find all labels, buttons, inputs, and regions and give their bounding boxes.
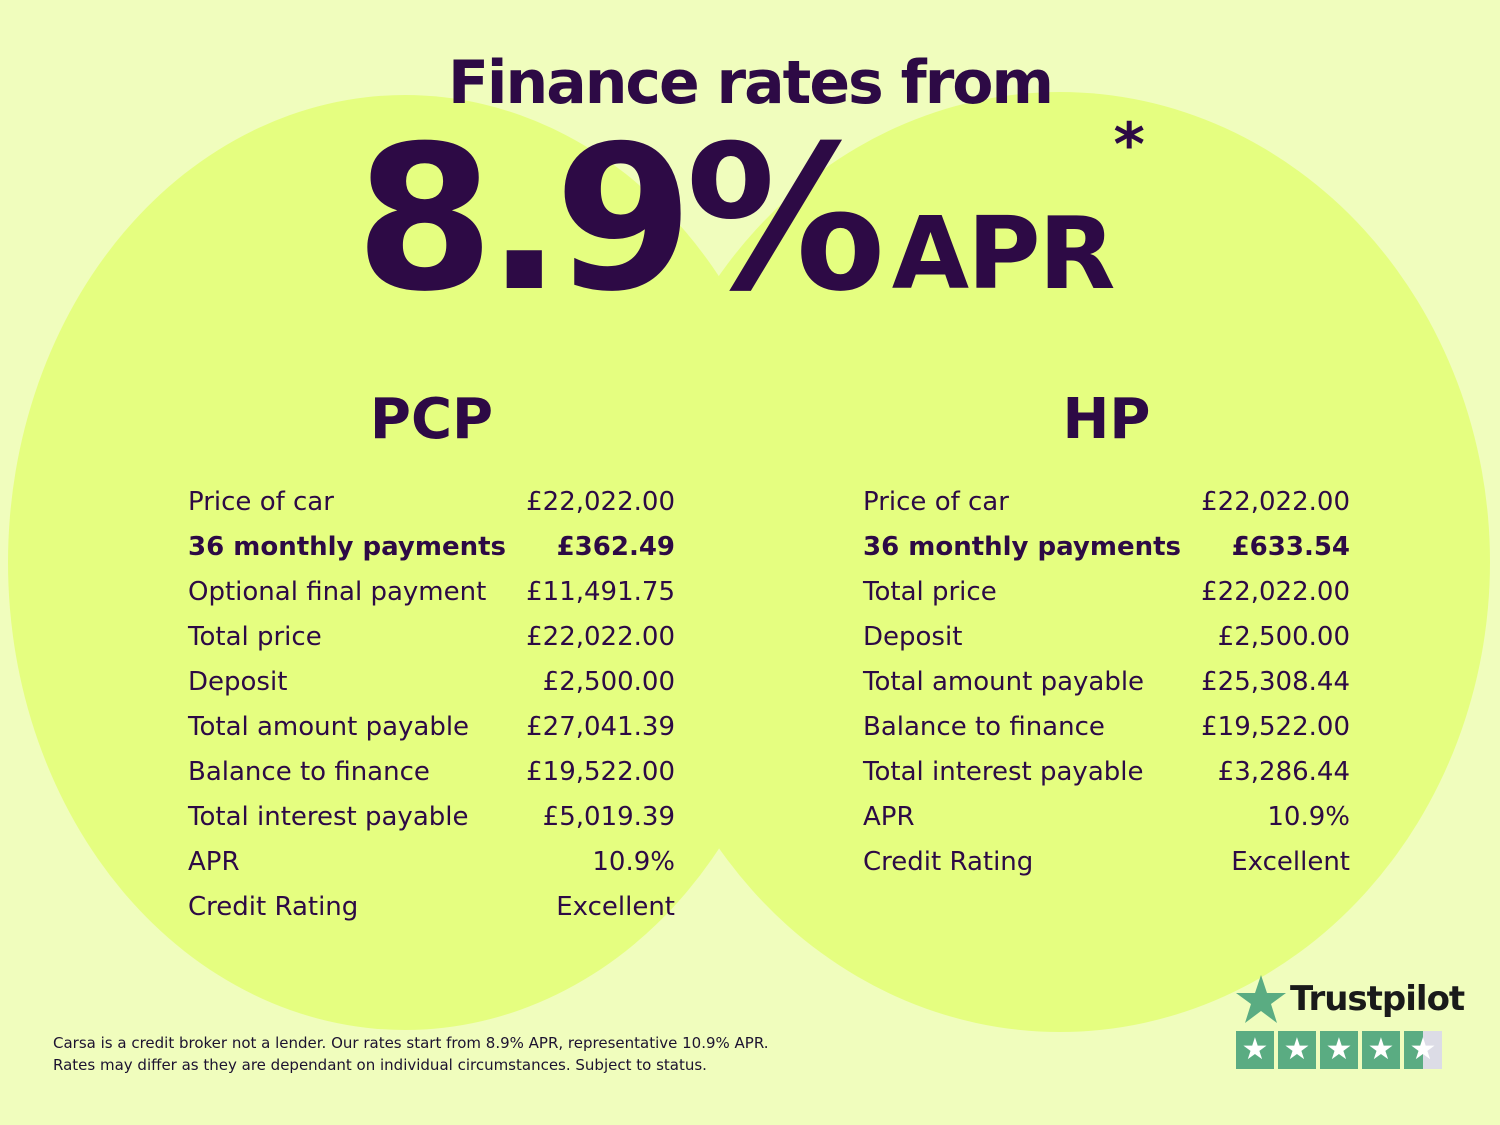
disclaimer: Carsa is a credit broker not a lender. O…	[53, 1032, 769, 1076]
hp-row: Balance to finance £19,522.00	[863, 705, 1350, 750]
hp-row: Total amount payable £25,308.44	[863, 660, 1350, 705]
rating-star-icon: ★	[1404, 1031, 1442, 1069]
row-label: Balance to finance	[863, 712, 1105, 742]
row-value: £2,500.00	[542, 667, 675, 697]
row-value: Excellent	[1231, 847, 1350, 877]
row-value: £22,022.00	[526, 622, 675, 652]
rating-star-icon: ★	[1278, 1031, 1316, 1069]
row-label: Optional final payment	[188, 577, 487, 607]
row-value: 10.9%	[1267, 802, 1350, 832]
headline-title: Finance rates from	[447, 48, 1054, 118]
headline-rate: 8.9% APR*	[0, 110, 1500, 320]
rate-apr: APR	[891, 195, 1116, 312]
row-value: £27,041.39	[526, 712, 675, 742]
pcp-row: Deposit £2,500.00	[188, 660, 675, 705]
rate-value: 8.9%	[355, 103, 886, 336]
row-label: Price of car	[188, 487, 334, 517]
pcp-row: Total interest payable £5,019.39	[188, 795, 675, 840]
hp-rows: Price of car £22,022.00 36 monthly payment…	[863, 480, 1350, 885]
row-label: Price of car	[863, 487, 1009, 517]
row-label: Total amount payable	[188, 712, 470, 742]
hp-heading: HP	[1062, 387, 1151, 452]
trustpilot-badge[interactable]: Trustpilot ★ ★ ★ ★ ★	[1236, 975, 1465, 1069]
pcp-table: PCP Price of car £22,022.00 36 monthly pay…	[188, 390, 675, 930]
hp-row: Total interest payable £3,286.44	[863, 750, 1350, 795]
background-circle-right	[630, 92, 1490, 1032]
pcp-heading: PCP	[369, 387, 494, 452]
hp-row: APR 10.9%	[863, 795, 1350, 840]
row-label: Credit Rating	[863, 847, 1034, 877]
row-value: £22,022.00	[1201, 577, 1350, 607]
hp-row: Credit Rating Excellent	[863, 840, 1350, 885]
row-value: £25,308.44	[1201, 667, 1350, 697]
rate-asterisk: *	[1113, 110, 1145, 180]
row-label: Total interest payable	[188, 802, 469, 832]
row-value: £19,522.00	[1201, 712, 1350, 742]
pcp-row: Optional final payment £11,491.75	[188, 570, 675, 615]
row-label: APR	[188, 847, 240, 877]
row-value: £2,500.00	[1217, 622, 1350, 652]
row-label: Total amount payable	[863, 667, 1145, 697]
row-label: Deposit	[863, 622, 963, 652]
row-label: Total interest payable	[863, 757, 1144, 787]
pcp-row: Total price £22,022.00	[188, 615, 675, 660]
rating-star-icon: ★	[1320, 1031, 1358, 1069]
trustpilot-name: Trustpilot	[1290, 979, 1465, 1019]
trustpilot-rating: ★ ★ ★ ★ ★	[1236, 1031, 1464, 1069]
hp-row: Total price £22,022.00	[863, 570, 1350, 615]
trustpilot-star-icon	[1236, 975, 1286, 1023]
row-label: APR	[863, 802, 915, 832]
hp-row: 36 monthly payments £633.54	[863, 525, 1350, 570]
row-label: 36 monthly payments	[863, 532, 1181, 562]
hp-table: HP Price of car £22,022.00 36 monthly paym…	[863, 390, 1350, 885]
row-value: £22,022.00	[526, 487, 675, 517]
row-value: £11,491.75	[526, 577, 675, 607]
row-value: £22,022.00	[1201, 487, 1350, 517]
rating-star-icon: ★	[1362, 1031, 1400, 1069]
disclaimer-line-2: Rates may differ as they are dependant o…	[53, 1056, 707, 1074]
pcp-row: Total amount payable £27,041.39	[188, 705, 675, 750]
pcp-row: APR 10.9%	[188, 840, 675, 885]
trustpilot-logo: Trustpilot	[1236, 975, 1465, 1023]
row-label: Total price	[188, 622, 322, 652]
row-label: Total price	[863, 577, 997, 607]
rating-star-icon: ★	[1236, 1031, 1274, 1069]
row-value: £5,019.39	[542, 802, 675, 832]
pcp-row: Credit Rating Excellent	[188, 885, 675, 930]
row-value: 10.9%	[592, 847, 675, 877]
hp-row: Price of car £22,022.00	[863, 480, 1350, 525]
row-label: Credit Rating	[188, 892, 359, 922]
pcp-row: 36 monthly payments £362.49	[188, 525, 675, 570]
row-value: £19,522.00	[526, 757, 675, 787]
disclaimer-line-1: Carsa is a credit broker not a lender. O…	[53, 1034, 769, 1052]
hp-row: Deposit £2,500.00	[863, 615, 1350, 660]
row-label: Deposit	[188, 667, 288, 697]
pcp-row: Price of car £22,022.00	[188, 480, 675, 525]
row-value: £3,286.44	[1217, 757, 1350, 787]
row-label: Balance to finance	[188, 757, 430, 787]
pcp-row: Balance to finance £19,522.00	[188, 750, 675, 795]
row-value: £633.54	[1231, 532, 1350, 562]
row-value: Excellent	[556, 892, 675, 922]
pcp-rows: Price of car £22,022.00 36 monthly payment…	[188, 480, 675, 930]
row-label: 36 monthly payments	[188, 532, 506, 562]
row-value: £362.49	[556, 532, 675, 562]
